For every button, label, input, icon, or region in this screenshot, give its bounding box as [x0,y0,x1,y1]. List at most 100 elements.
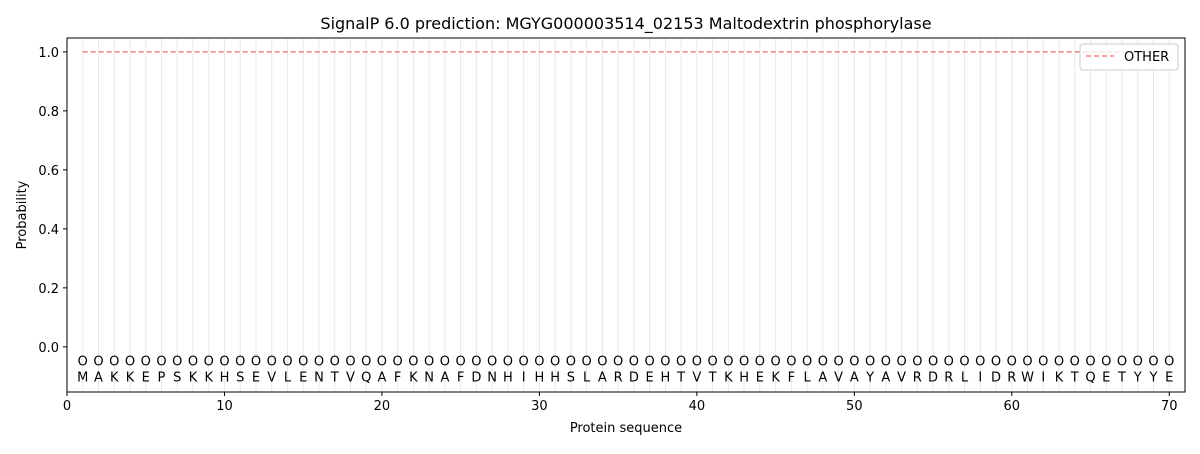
predicted-label: O [1148,355,1158,370]
residue-label: T [676,370,685,385]
chart-title: SignalP 6.0 prediction: MGYG000003514_02… [320,14,931,34]
predicted-label: O [881,355,891,370]
predicted-label: O [928,355,938,370]
predicted-label: O [944,355,954,370]
residue-label: T [1117,370,1126,385]
predicted-label: O [1101,355,1111,370]
residue-label: D [471,370,481,385]
predicted-label: O [912,355,922,370]
x-tick-label: 30 [531,399,548,414]
residue-label: E [142,370,150,385]
predicted-label: O [377,355,387,370]
residue-label: V [267,370,276,385]
residue-label: N [487,370,497,385]
predicted-label: O [1164,355,1174,370]
residue-label: A [94,370,103,385]
residue-label: L [583,370,591,385]
y-tick-label: 0.0 [38,341,59,356]
predicted-label: O [424,355,434,370]
predicted-label: O [456,355,466,370]
y-tick-label: 0.2 [38,282,59,297]
residue-label: Q [1085,370,1095,385]
predicted-label: O [219,355,229,370]
residue-label: D [991,370,1001,385]
predicted-label: O [645,355,655,370]
predicted-label: O [707,355,717,370]
legend: OTHER [1079,43,1179,71]
predicted-label: O [361,355,371,370]
y-tick-label: 0.4 [38,223,59,238]
predicted-label: O [78,355,88,370]
residue-label: Q [361,370,371,385]
predicted-label: O [1038,355,1048,370]
residue-label: K [409,370,418,385]
residue-label: A [440,370,449,385]
residue-label: R [913,370,922,385]
residue-label: A [377,370,386,385]
residue-label: N [424,370,434,385]
residue-label: E [299,370,307,385]
residue-label: L [961,370,969,385]
residue-label: E [1102,370,1110,385]
predicted-label: O [534,355,544,370]
x-tick-label: 20 [374,399,391,414]
residue-label: H [503,370,513,385]
predicted-label: O [267,355,277,370]
predicted-label: O [959,355,969,370]
predicted-label: O [629,355,639,370]
predicted-label: O [975,355,985,370]
residue-label: I [978,370,982,385]
residue-label: K [110,370,119,385]
predicted-label: O [566,355,576,370]
residue-label: K [724,370,733,385]
residue-label: T [330,370,339,385]
predicted-label: O [141,355,151,370]
residue-label: E [756,370,764,385]
residue-label: T [708,370,717,385]
y-tick-label: 1.0 [38,46,59,61]
y-tick-label: 0.6 [38,164,59,179]
residue-label: R [614,370,623,385]
legend-label: OTHER [1124,50,1169,65]
predicted-label: O [660,355,670,370]
residue-label: S [173,370,181,385]
residue-label: K [1055,370,1064,385]
predicted-label: O [613,355,623,370]
predicted-label: O [440,355,450,370]
residue-label: S [236,370,244,385]
predicted-label: O [786,355,796,370]
predicted-label: O [1117,355,1127,370]
x-tick-label: 0 [63,399,71,414]
residue-label: F [788,370,795,385]
predicted-label: O [597,355,607,370]
residue-label: V [897,370,906,385]
predicted-label: O [204,355,214,370]
predicted-label: O [833,355,843,370]
residue-label: E [1165,370,1173,385]
y-tick-label: 0.8 [38,105,59,120]
predicted-label: O [770,355,780,370]
predicted-label: O [582,355,592,370]
residue-label: D [928,370,938,385]
x-tick-label: 40 [689,399,706,414]
residue-label: T [1070,370,1079,385]
residue-label: M [77,370,88,385]
residue-label: V [346,370,355,385]
predicted-label: O [739,355,749,370]
residue-label: A [818,370,827,385]
x-tick-label: 10 [216,399,233,414]
predicted-label: O [93,355,103,370]
predicted-label: O [172,355,182,370]
predicted-label: O [818,355,828,370]
residue-label: F [394,370,401,385]
residue-label: A [881,370,890,385]
predicted-label: O [896,355,906,370]
predicted-label: O [676,355,686,370]
residue-label: R [1007,370,1016,385]
residue-label: K [126,370,135,385]
residue-label: I [522,370,526,385]
residue-label: H [535,370,545,385]
predicted-label: O [1133,355,1143,370]
predicted-label: O [109,355,119,370]
predicted-label: O [1070,355,1080,370]
